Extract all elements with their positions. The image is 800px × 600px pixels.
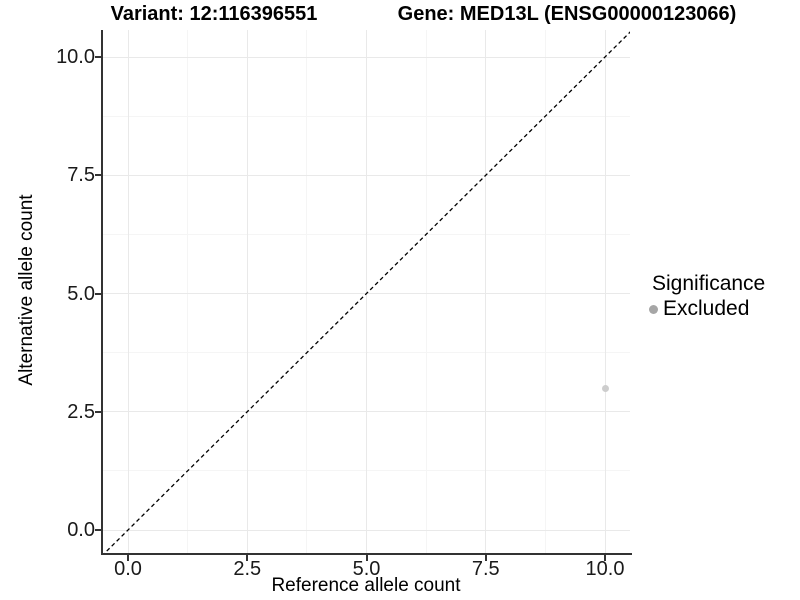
x-tick-label: 2.5 bbox=[233, 558, 262, 580]
x-tick-mark bbox=[365, 555, 368, 561]
y-tick-mark bbox=[95, 410, 101, 413]
legend: Significance Excluded bbox=[646, 272, 765, 321]
gridline-major-h bbox=[103, 529, 630, 531]
x-tick-label: 10.0 bbox=[585, 558, 625, 580]
gridline-major-h bbox=[103, 174, 630, 176]
x-tick-mark bbox=[127, 555, 129, 561]
x-axis-line bbox=[101, 553, 632, 555]
gridline-minor-v bbox=[425, 30, 427, 553]
y-tick-mark bbox=[95, 174, 101, 177]
x-tick-label: 7.5 bbox=[471, 558, 500, 580]
x-axis-title: Reference allele count bbox=[271, 575, 461, 596]
data-point bbox=[601, 384, 609, 392]
y-tick-mark bbox=[95, 56, 101, 58]
plot-panel bbox=[103, 30, 630, 553]
gridline-major-v bbox=[366, 30, 367, 553]
x-tick-label: 5.0 bbox=[352, 558, 381, 580]
x-tick-mark bbox=[484, 555, 487, 561]
legend-item-excluded: Excluded bbox=[646, 297, 765, 321]
legend-item-label: Excluded bbox=[663, 297, 750, 320]
plot-title-gene: Gene: MED13L (ENSG00000123066) bbox=[397, 3, 737, 25]
y-tick-label: 10.0 bbox=[56, 46, 95, 68]
x-tick-mark bbox=[604, 555, 606, 561]
gridline-major-v bbox=[485, 30, 487, 553]
gridline-major-v bbox=[246, 30, 248, 553]
legend-marker-dot-icon bbox=[649, 304, 658, 314]
gridline-major-v bbox=[127, 30, 129, 553]
y-tick-mark bbox=[95, 529, 101, 531]
gridline-major-h bbox=[103, 411, 630, 413]
gridline-minor-v bbox=[306, 30, 308, 553]
x-tick-label: 0.0 bbox=[114, 558, 142, 580]
gridline-major-h bbox=[103, 56, 630, 58]
y-tick-label: 2.5 bbox=[67, 400, 95, 423]
y-tick-label: 5.0 bbox=[67, 282, 95, 305]
y-tick-mark bbox=[95, 292, 101, 295]
plot-title-variant: Variant: 12:116396551 bbox=[110, 3, 318, 25]
y-tick-label: 0.0 bbox=[67, 519, 95, 541]
gridline-minor-v bbox=[187, 30, 189, 553]
identity-dashed-line bbox=[103, 31, 630, 553]
y-axis-line bbox=[101, 30, 103, 555]
legend-title: Significance bbox=[652, 272, 766, 295]
gridline-minor-v bbox=[544, 30, 546, 553]
y-tick-label: 7.5 bbox=[67, 164, 95, 187]
gridline-major-v bbox=[604, 30, 606, 553]
x-tick-mark bbox=[246, 555, 249, 561]
